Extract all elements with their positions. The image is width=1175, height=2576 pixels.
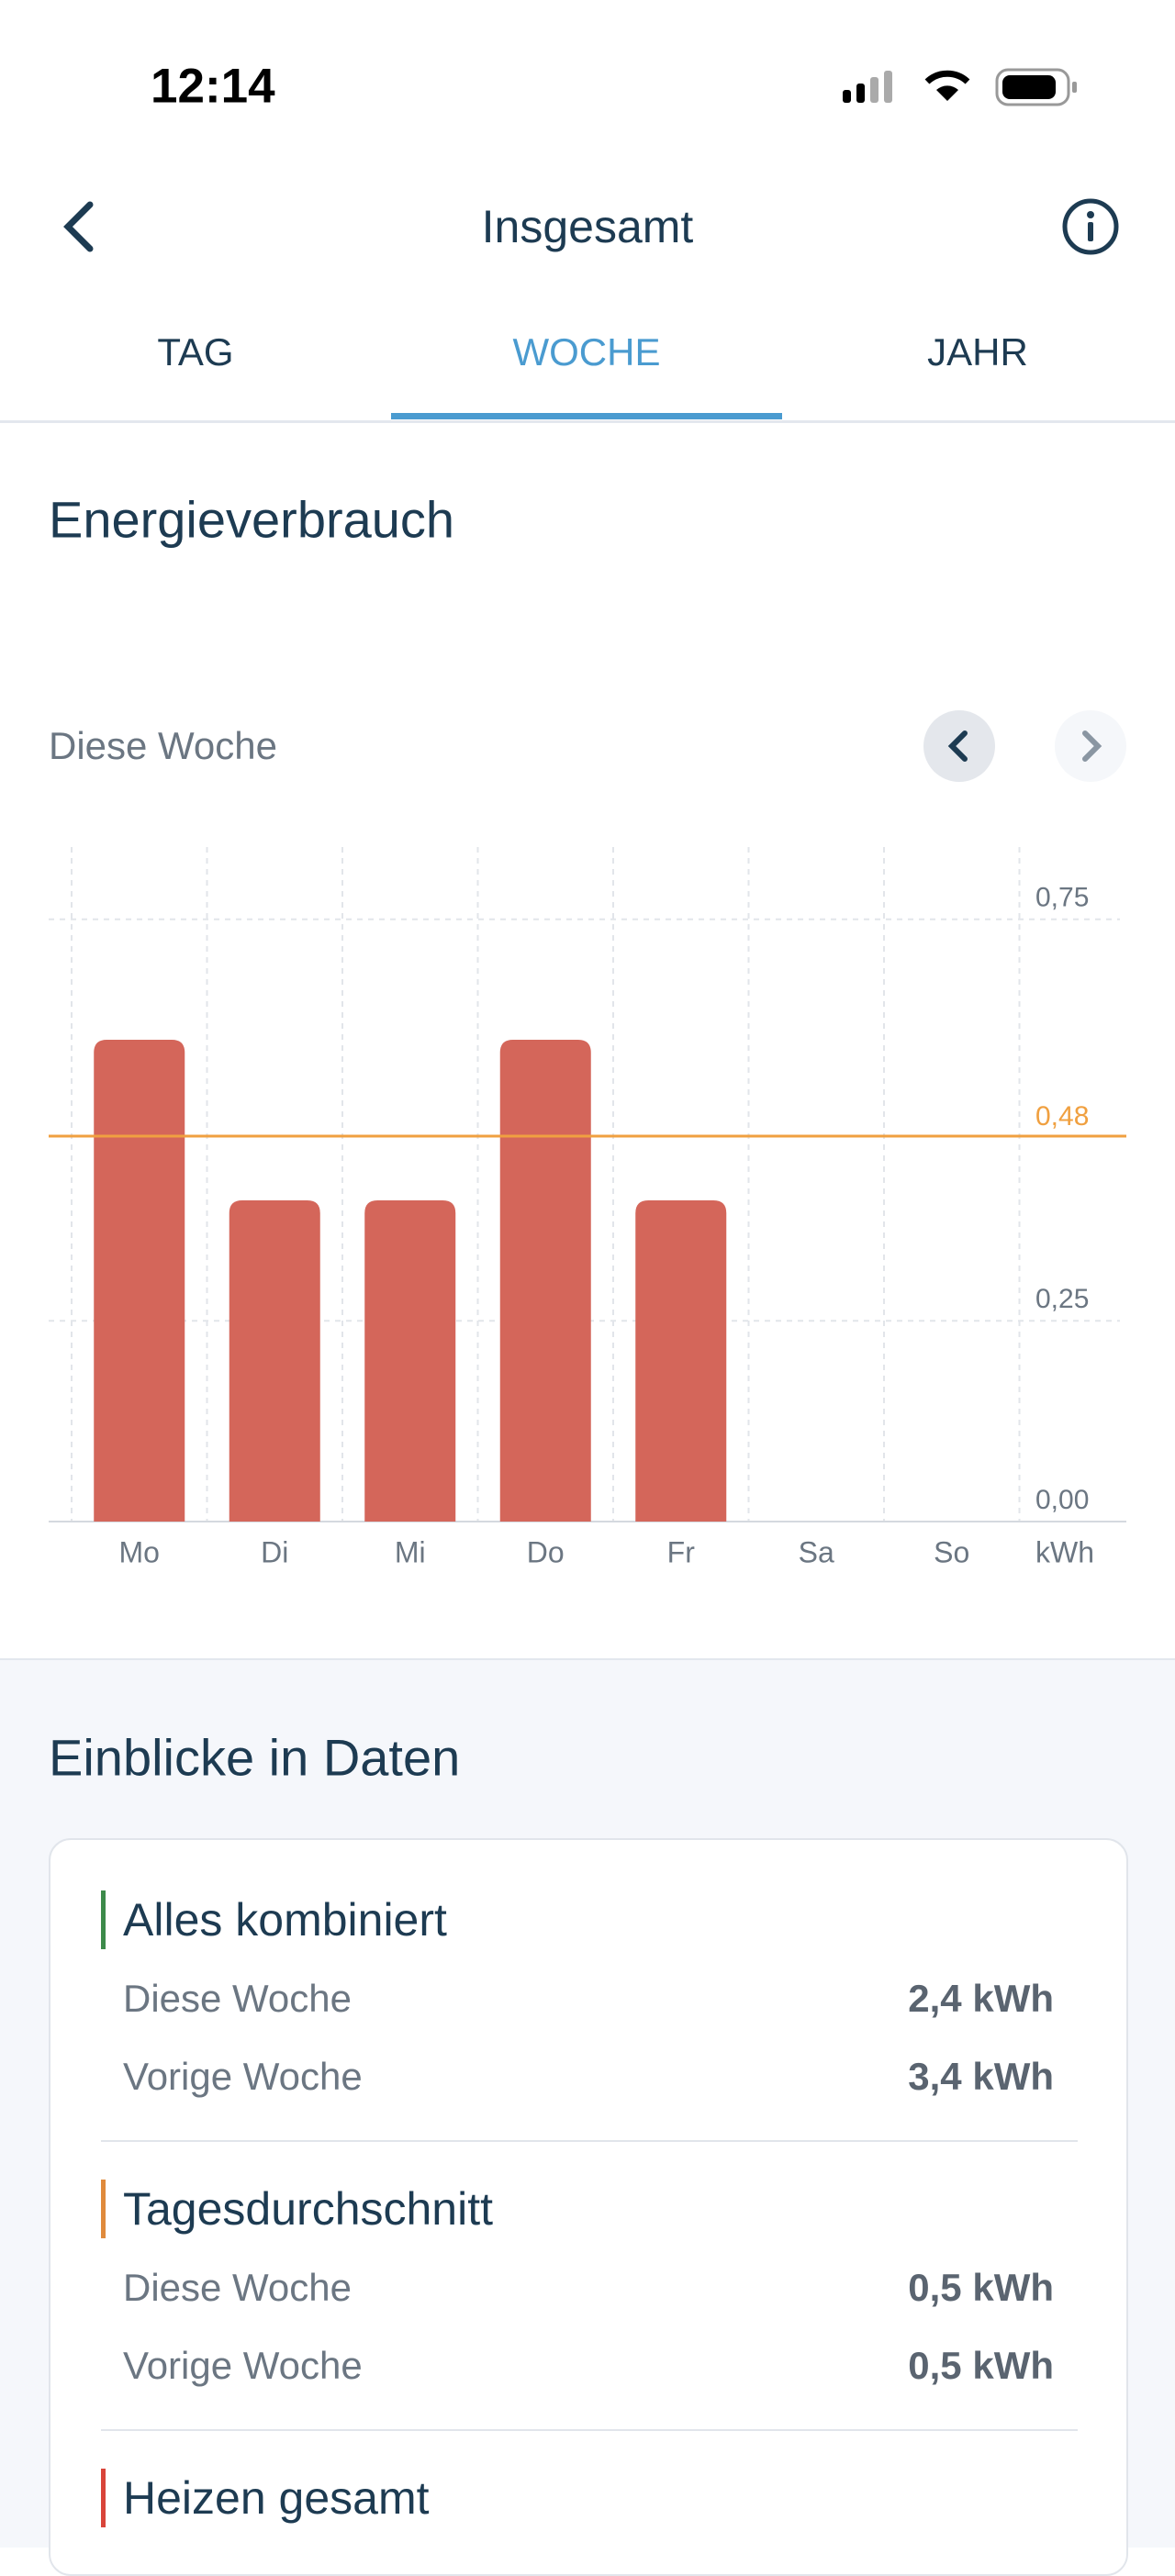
section-title: Energieverbrauch: [49, 490, 455, 549]
insights-title: Einblicke in Daten: [49, 1728, 461, 1787]
x-tick-label: Fr: [667, 1535, 696, 1568]
group-title: Alles kombiniert: [123, 1894, 447, 1946]
status-icons: [843, 68, 1077, 106]
period-label: Diese Woche: [49, 724, 278, 767]
tab-active[interactable]: WOCHE: [512, 330, 661, 374]
tab-indicator: [391, 413, 782, 419]
status-time: 12:14: [151, 59, 275, 114]
next-period-button[interactable]: [1055, 710, 1126, 782]
bar: [635, 1200, 727, 1522]
x-tick-label: So: [934, 1535, 969, 1568]
header-title: Insgesamt: [481, 201, 694, 252]
group-color-bar: [101, 2180, 106, 2238]
tab[interactable]: JAHR: [927, 330, 1028, 374]
tab[interactable]: TAG: [157, 330, 234, 374]
row-label: Diese Woche: [123, 1977, 352, 2020]
row-label: Vorige Woche: [123, 2344, 363, 2387]
y-tick-label: 0,00: [1035, 1485, 1089, 1515]
bar: [94, 1040, 185, 1522]
group-title: Heizen gesamt: [123, 2472, 430, 2524]
group-title: Tagesdurchschnitt: [123, 2183, 494, 2235]
prev-period-button[interactable]: [923, 710, 995, 782]
x-tick-label: Mo: [119, 1535, 160, 1568]
unit-label: kWh: [1035, 1535, 1094, 1568]
average-label: 0,48: [1035, 1101, 1089, 1132]
row-label: Vorige Woche: [123, 2055, 363, 2098]
info-button[interactable]: [1061, 197, 1120, 256]
group-color-bar: [101, 1890, 106, 1949]
x-tick-label: Mi: [395, 1535, 426, 1568]
x-tick-label: Sa: [799, 1535, 834, 1568]
row-value: 0,5 kWh: [908, 2344, 1054, 2387]
x-tick-label: Di: [261, 1535, 288, 1568]
row-label: Diese Woche: [123, 2266, 352, 2309]
bar: [229, 1200, 320, 1522]
group-divider: [101, 2140, 1078, 2142]
insights-card: Alles kombiniert Diese Woche 2,4 kWh Vorige…: [49, 1838, 1128, 2576]
x-tick-label: Do: [527, 1535, 565, 1568]
bar: [364, 1200, 456, 1522]
y-tick-label: 0,25: [1035, 1284, 1089, 1314]
group-color-bar: [101, 2469, 106, 2527]
back-button[interactable]: [55, 199, 101, 254]
group-divider: [101, 2429, 1078, 2431]
row-value: 0,5 kWh: [908, 2266, 1054, 2309]
row-value: 2,4 kWh: [908, 1977, 1054, 2020]
bar: [499, 1040, 591, 1522]
y-tick-label: 0,75: [1035, 883, 1089, 913]
row-value: 3,4 kWh: [908, 2055, 1054, 2098]
chart: 0,00 0,25 0,75 Mo Di Mi Do Fr Sa So 0,48 kWh: [49, 847, 1126, 1568]
tab-divider: [0, 420, 1175, 423]
